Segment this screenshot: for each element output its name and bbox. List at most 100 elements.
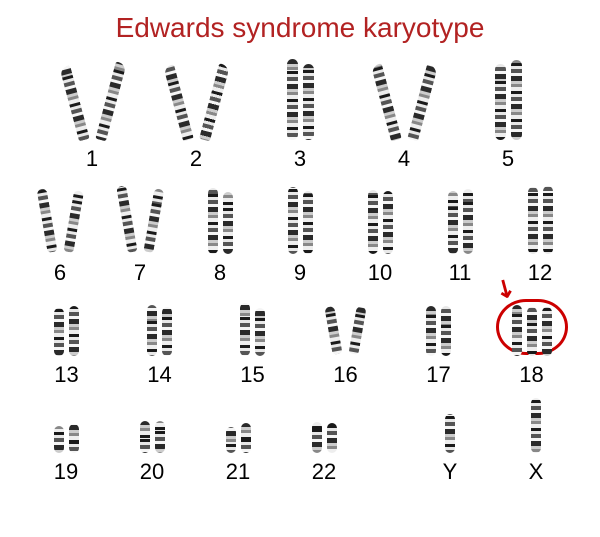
chromosome-label: 4 bbox=[398, 146, 410, 172]
chromosome-pair-17: 17 bbox=[392, 296, 485, 388]
chromosome-row-1: 12345 bbox=[20, 60, 580, 172]
chromatid bbox=[511, 60, 522, 140]
chromosome-pair-15: 15 bbox=[206, 296, 299, 388]
chromosome-label: 19 bbox=[54, 459, 78, 485]
chromatid bbox=[441, 306, 451, 356]
chromatids bbox=[226, 398, 251, 453]
chromatid bbox=[95, 61, 126, 141]
chromosome-pair-20: 20 bbox=[116, 398, 188, 485]
chromatids bbox=[208, 182, 233, 254]
chromatid bbox=[542, 307, 552, 356]
chromosome-label: 14 bbox=[147, 362, 171, 388]
chromatid bbox=[155, 421, 165, 453]
chromatid bbox=[59, 65, 89, 142]
chromosome-label: 15 bbox=[240, 362, 264, 388]
chromosome-pair-12: 12 bbox=[500, 182, 580, 286]
chromatid bbox=[287, 59, 298, 140]
chromatid bbox=[426, 306, 436, 356]
chromatids bbox=[183, 60, 210, 140]
chromosome-row-3: 13 14 15 16 17 ↘18 bbox=[20, 296, 580, 388]
chromatid bbox=[208, 188, 218, 254]
chromatid bbox=[147, 305, 157, 356]
chromosome-label: Y bbox=[443, 459, 458, 485]
chromosome-label: 6 bbox=[54, 260, 66, 286]
chromosome-row-2: 6 78 9 10 11 12 bbox=[20, 182, 580, 286]
chromosome-pair-Y: Y bbox=[414, 398, 486, 485]
chromatid bbox=[370, 63, 401, 141]
chromatids bbox=[240, 296, 265, 356]
chromatids bbox=[448, 182, 473, 254]
chromatid bbox=[140, 421, 150, 453]
chromatids bbox=[391, 60, 418, 140]
chromosome-pair-21: 21 bbox=[202, 398, 274, 485]
chromatids bbox=[426, 296, 451, 356]
chromatids bbox=[54, 296, 79, 356]
chromosome-label: 18 bbox=[519, 362, 543, 388]
chromatid bbox=[348, 306, 366, 355]
chromatid bbox=[368, 190, 378, 254]
chromatid bbox=[495, 64, 506, 140]
chromatids bbox=[288, 182, 313, 254]
chromatid bbox=[303, 191, 313, 254]
chromatid bbox=[407, 64, 438, 141]
chromosome-label: 9 bbox=[294, 260, 306, 286]
chromosome-pair-X: X bbox=[500, 398, 572, 485]
chromosome-label: 22 bbox=[312, 459, 336, 485]
chromatid bbox=[324, 306, 342, 355]
chromatid bbox=[69, 306, 79, 356]
chromatid bbox=[54, 426, 64, 453]
chromosome-label: 10 bbox=[368, 260, 392, 286]
chromosome-pair-11: 11 bbox=[420, 182, 500, 286]
chromatid bbox=[531, 398, 541, 453]
chromatid bbox=[303, 64, 314, 140]
chromatid bbox=[512, 305, 522, 356]
chromatids bbox=[312, 398, 337, 453]
chromosome-grid: 12 3 4 5 6 78 9 10 11 12 13 14 15 16 17 ↘18 19 20 21 22 Y X bbox=[20, 60, 580, 495]
chromatid bbox=[63, 190, 84, 253]
chromatids bbox=[528, 182, 553, 254]
chromosome-pair-22: 22 bbox=[288, 398, 360, 485]
chromosome-pair-16: 16 bbox=[299, 296, 392, 388]
chromatid bbox=[199, 64, 230, 142]
chromatids bbox=[140, 398, 165, 453]
chromatid bbox=[527, 307, 537, 356]
chromosome-pair-6: 6 bbox=[20, 182, 100, 286]
chromosome-label: X bbox=[529, 459, 544, 485]
chromatid bbox=[288, 187, 298, 254]
chromosome-label: 16 bbox=[333, 362, 357, 388]
chromosome-label: 2 bbox=[190, 146, 202, 172]
chromosome-pair-9: 9 bbox=[260, 182, 340, 286]
chromatid bbox=[445, 414, 455, 453]
chromosome-pair-3: 3 bbox=[287, 60, 314, 172]
chromatid bbox=[528, 187, 538, 254]
chromatid bbox=[143, 189, 164, 253]
chromatid bbox=[383, 191, 393, 254]
chromosome-pair-13: 13 bbox=[20, 296, 113, 388]
chromosome-pair-10: 10 bbox=[340, 182, 420, 286]
chromatid bbox=[255, 308, 265, 356]
chromatid bbox=[463, 189, 473, 254]
chromatids bbox=[368, 182, 393, 254]
diagram-title: Edwards syndrome karyotype bbox=[0, 12, 600, 44]
chromatids bbox=[445, 398, 455, 453]
chromatid bbox=[312, 422, 322, 453]
chromatids bbox=[333, 296, 358, 356]
chromosome-label: 21 bbox=[226, 459, 250, 485]
chromosome-pair-5: 5 bbox=[495, 60, 522, 172]
chromosome-row-4: 19 20 21 22 Y X bbox=[20, 398, 580, 485]
chromatids bbox=[79, 60, 106, 140]
chromatid bbox=[226, 427, 236, 453]
chromatid bbox=[69, 424, 79, 453]
chromosome-pair-14: 14 bbox=[113, 296, 206, 388]
chromosome-label: 5 bbox=[502, 146, 514, 172]
chromosome-label: 20 bbox=[140, 459, 164, 485]
chromatids bbox=[287, 60, 314, 140]
chromosome-label: 17 bbox=[426, 362, 450, 388]
chromatids bbox=[531, 398, 541, 453]
chromosome-label: 12 bbox=[528, 260, 552, 286]
chromosome-label: 3 bbox=[294, 146, 306, 172]
chromosome-pair-8: 8 bbox=[180, 182, 260, 286]
chromatids bbox=[54, 398, 79, 453]
chromosome-pair-18: ↘18 bbox=[485, 296, 578, 388]
chromosome-pair-7: 7 bbox=[100, 182, 180, 286]
